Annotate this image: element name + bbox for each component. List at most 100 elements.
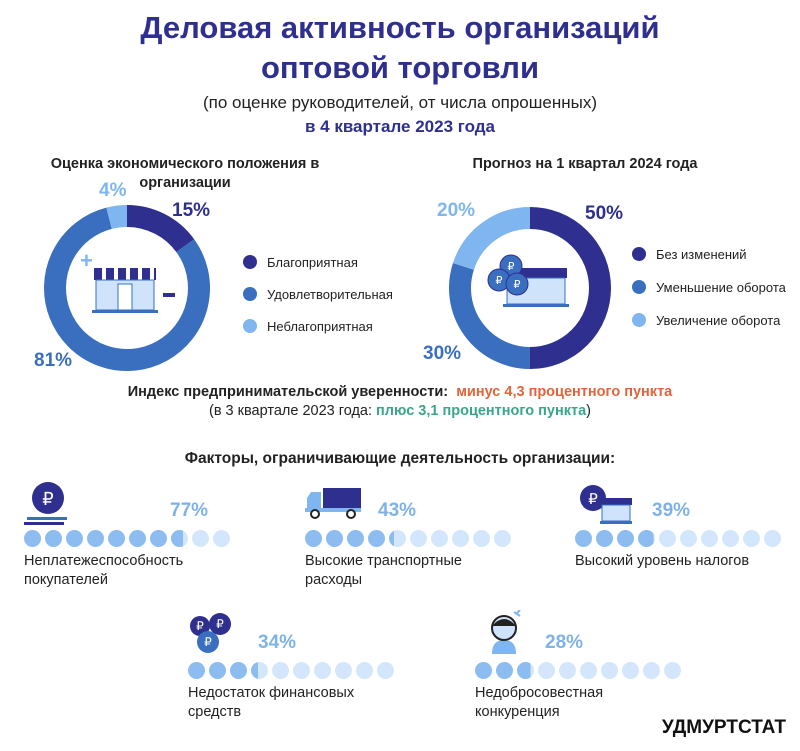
factor-label: Недостаток финансовых средств (188, 685, 355, 720)
factor-dot (272, 662, 289, 679)
factor-percent: 43% (378, 500, 417, 521)
legend-label: Увеличение оборота (656, 312, 781, 328)
legend-label: Неблагоприятная (267, 318, 373, 334)
factor-dot (743, 530, 760, 547)
factor-label: Высокие транспортные расходы (305, 553, 462, 588)
donut1-slice-2 (106, 205, 128, 229)
factor-dot (638, 530, 655, 547)
factor-dot (305, 530, 322, 547)
factor-dot (659, 530, 676, 547)
factor-dot (494, 530, 511, 547)
donut1-slice-1 (44, 207, 210, 371)
index-value: минус 4,3 процентного пункта (456, 384, 673, 400)
factor-dot (335, 662, 352, 679)
factor-dot (601, 662, 618, 679)
legend-label: Благоприятная (267, 254, 358, 270)
svg-text:₽: ₽ (42, 489, 53, 509)
factor-dot (188, 662, 205, 679)
factor-dot (580, 662, 597, 679)
factor-dot (410, 530, 427, 547)
factor-dot (66, 530, 83, 547)
factor-dots (575, 530, 781, 547)
factor-dot (575, 530, 592, 547)
factor-dot (431, 530, 448, 547)
factor-label: Неплатежеспособность покупателей (24, 553, 184, 588)
factor-dot (209, 662, 226, 679)
factor-dot (701, 530, 718, 547)
factor-dot (596, 530, 613, 547)
factor-dot (108, 530, 125, 547)
chart1-legend: Благоприятная Удовлетворительная Неблаго… (243, 252, 393, 336)
chart2-title: Прогноз на 1 квартал 2024 года (472, 156, 698, 172)
coins-icon: ₽ ₽₽ (190, 613, 231, 653)
factor-percent: 39% (652, 500, 691, 521)
paren: ) (586, 403, 591, 419)
title-line1: Деловая активность организаций (140, 10, 660, 45)
factor-label: Высокий уровень налогов (575, 553, 750, 569)
factor-dot (192, 530, 209, 547)
factor-dots (24, 530, 230, 547)
factor-label: Недобросовестная конкуренция (475, 685, 604, 720)
legend-item: Неблагоприятная (243, 316, 393, 336)
legend-label: Без изменений (656, 246, 747, 262)
factor-dot (496, 662, 513, 679)
factor-dot (617, 530, 634, 547)
ruble-coin-icon: ₽ (24, 482, 67, 525)
chart2-label-2: 20% (437, 200, 476, 221)
legend-item: Без изменений (632, 244, 786, 264)
factor-dot (356, 662, 373, 679)
factor-dot (45, 530, 62, 547)
legend-item: Увеличение оборота (632, 310, 786, 330)
factor-percent: 77% (170, 500, 209, 521)
ruble-building-icon: ₽ (580, 485, 632, 524)
factor-dots (305, 530, 511, 547)
plus-icon: + (80, 248, 93, 273)
brand-logo: УДМУРТСТАТ (661, 717, 786, 738)
factor-dot (171, 530, 188, 547)
truck-icon (305, 488, 361, 519)
factor-dots (475, 662, 681, 679)
legend-label: Удовлетворительная (267, 286, 393, 302)
factor-dot (622, 662, 639, 679)
factor-dot (213, 530, 230, 547)
legend-label: Уменьшение оборота (656, 279, 786, 295)
chart1-label-1: 81% (34, 350, 73, 371)
svg-text:₽: ₽ (588, 491, 598, 508)
subtitle: (по оценке руководителей, от числа опрош… (202, 93, 598, 112)
period: в 4 квартале 2023 года (304, 117, 496, 136)
store-coins-icon: ₽ ₽ ₽ (487, 254, 569, 307)
donut1-slice-0 (126, 205, 195, 253)
legend-item: Благоприятная (243, 252, 393, 272)
factor-dot (538, 662, 555, 679)
factor-percent: 34% (258, 632, 297, 653)
svg-text:₽: ₽ (508, 261, 515, 273)
chart2-label-0: 50% (585, 203, 624, 224)
factor-dot (643, 662, 660, 679)
factor-dot (24, 530, 41, 547)
chart1-title: Оценка экономического положения в органи… (50, 156, 320, 191)
svg-text:₽: ₽ (204, 635, 212, 649)
factor-dot (559, 662, 576, 679)
chart1-label-2: 4% (99, 180, 127, 201)
svg-text:₽: ₽ (216, 617, 224, 631)
factor-dot (87, 530, 104, 547)
factor-dot (251, 662, 268, 679)
factor-dot (517, 662, 534, 679)
factors-title: Факторы, ограничивающие деятельность орг… (184, 450, 616, 467)
legend-item: Удовлетворительная (243, 284, 393, 304)
index-prev-label: (в 3 квартале 2023 года: (209, 403, 372, 419)
chart2-label-1: 30% (423, 343, 462, 364)
donut2-slice-1 (449, 262, 531, 369)
minus-icon (163, 293, 175, 297)
svg-text:₽: ₽ (514, 279, 521, 291)
title-line2: оптовой торговли (260, 50, 540, 85)
factor-dot (368, 530, 385, 547)
confidence-index-prev: (в 3 квартале 2023 года: плюс 3,1 процен… (0, 403, 800, 419)
factor-dot (230, 662, 247, 679)
factor-dot (347, 530, 364, 547)
factor-dot (377, 662, 394, 679)
donut2-slice-2 (452, 207, 531, 271)
index-label: Индекс предпринимательской уверенности: (127, 384, 449, 400)
